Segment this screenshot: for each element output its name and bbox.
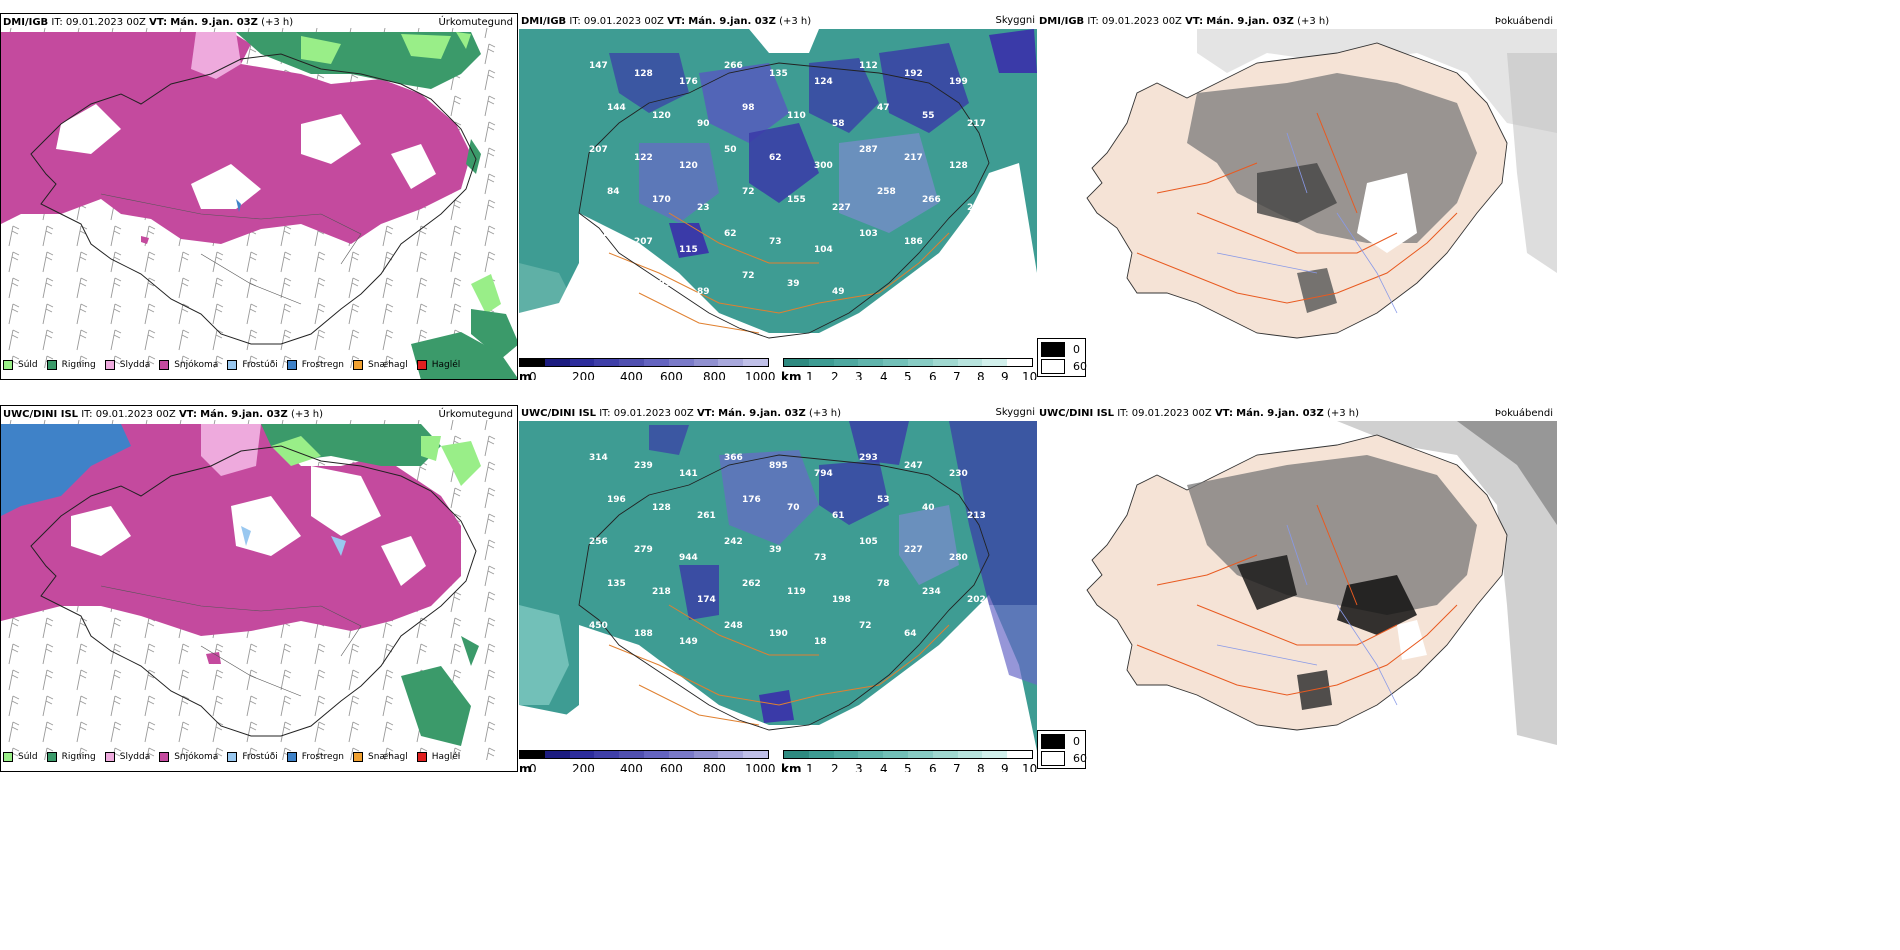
fog-legend-high: 0 bbox=[1073, 343, 1080, 356]
variable-name: Þokuábendi bbox=[1494, 16, 1553, 27]
variable-name: Úrkomutegund bbox=[438, 17, 513, 28]
precip-type-map bbox=[1, 28, 517, 379]
variable-name: Þokuábendi bbox=[1494, 408, 1553, 419]
legend-item: Haglél bbox=[416, 360, 460, 370]
fog-indicator-map bbox=[1037, 421, 1557, 761]
fog-indicator-map bbox=[1037, 29, 1557, 369]
precip-legend: Súld Rigning Slydda Snjókoma Frostúði Fr… bbox=[3, 747, 469, 767]
fog-legend-low: 60 bbox=[1073, 752, 1087, 765]
fog-indicator-panel-row2: UWC/DINI ISL IT: 09.01.2023 00Z VT: Mán.… bbox=[1037, 405, 1557, 772]
fog-legend-high: 0 bbox=[1073, 735, 1080, 748]
legend-item: Haglél bbox=[416, 752, 460, 762]
panel-title: UWC/DINI ISL IT: 09.01.2023 00Z VT: Mán.… bbox=[3, 409, 323, 420]
legend-item: Snæhagl bbox=[353, 360, 408, 370]
visibility-panel-row1: DMI/IGB IT: 09.01.2023 00Z VT: Mán. 9.ja… bbox=[519, 13, 1037, 380]
legend-item: Rigning bbox=[46, 360, 96, 370]
legend-item: Rigning bbox=[46, 752, 96, 762]
legend-item: Frostregn bbox=[286, 360, 344, 370]
legend-item: Slydda bbox=[104, 360, 150, 370]
fog-legend-low: 60 bbox=[1073, 360, 1087, 373]
fog-legend-box-row1: 0 60 bbox=[1037, 338, 1087, 377]
legend-item: Slydda bbox=[104, 752, 150, 762]
precip-type-map bbox=[1, 420, 517, 760]
variable-name: Úrkomutegund bbox=[438, 409, 513, 420]
fog-indicator-panel-row1: DMI/IGB IT: 09.01.2023 00Z VT: Mán. 9.ja… bbox=[1037, 13, 1557, 380]
visibility-panel-row2: UWC/DINI ISL IT: 09.01.2023 00Z VT: Mán.… bbox=[519, 405, 1037, 772]
variable-name: Skyggni bbox=[995, 15, 1035, 26]
fog-legend-box-row2: 0 60 bbox=[1037, 730, 1087, 769]
legend-item: Súld bbox=[3, 752, 38, 762]
legend-item: Frostregn bbox=[286, 752, 344, 762]
legend-item: Snæhagl bbox=[353, 752, 408, 762]
legend-item: Frostúði bbox=[227, 360, 278, 370]
legend-item: Snjókoma bbox=[159, 360, 218, 370]
panel-title: UWC/DINI ISL IT: 09.01.2023 00Z VT: Mán.… bbox=[1039, 408, 1359, 419]
legend-item: Súld bbox=[3, 360, 38, 370]
precip-type-panel-row1: DMI/IGB IT: 09.01.2023 00Z VT: Mán. 9.ja… bbox=[0, 13, 518, 380]
variable-name: Skyggni bbox=[995, 407, 1035, 418]
panel-title: UWC/DINI ISL IT: 09.01.2023 00Z VT: Mán.… bbox=[521, 408, 841, 419]
precip-legend: Súld Rigning Slydda Snjókoma Frostúði Fr… bbox=[3, 355, 469, 375]
precip-type-panel-row2: UWC/DINI ISL IT: 09.01.2023 00Z VT: Mán.… bbox=[0, 405, 518, 772]
panel-title: DMI/IGB IT: 09.01.2023 00Z VT: Mán. 9.ja… bbox=[3, 17, 294, 28]
visibility-map bbox=[519, 29, 1037, 359]
visibility-map bbox=[519, 421, 1037, 751]
legend-item: Snjókoma bbox=[159, 752, 218, 762]
panel-title: DMI/IGB IT: 09.01.2023 00Z VT: Mán. 9.ja… bbox=[1039, 16, 1330, 27]
panel-title: DMI/IGB IT: 09.01.2023 00Z VT: Mán. 9.ja… bbox=[521, 16, 812, 27]
legend-item: Frostúði bbox=[227, 752, 278, 762]
